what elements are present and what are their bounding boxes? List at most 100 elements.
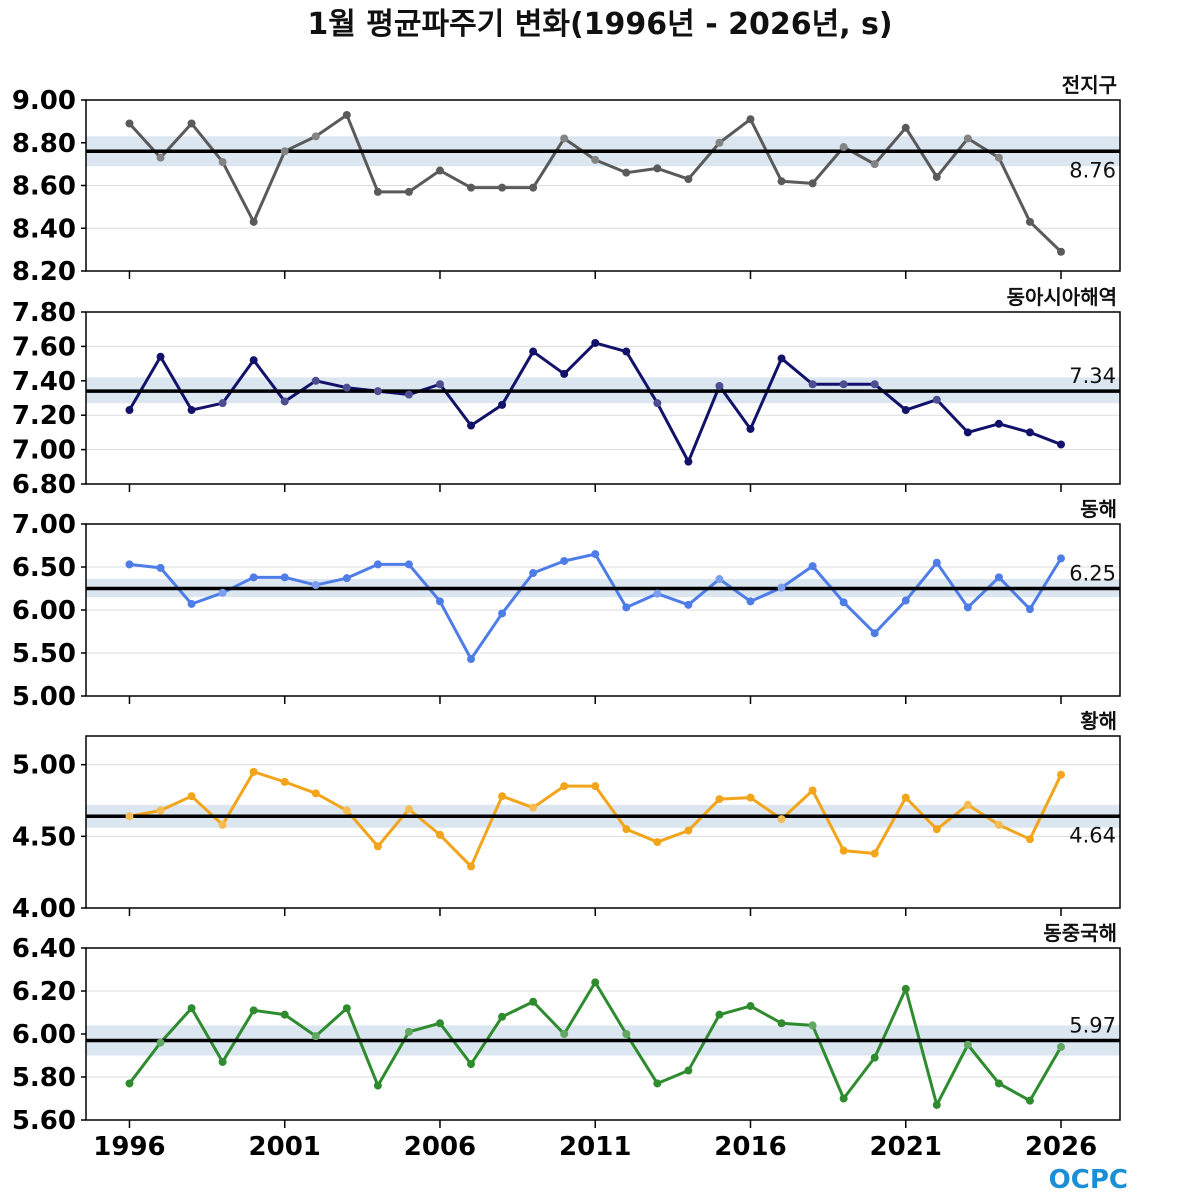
data-point	[777, 815, 786, 824]
y-tick-label: 7.80	[12, 298, 76, 328]
y-tick-label: 8.40	[12, 214, 76, 244]
data-point	[1057, 770, 1066, 779]
data-point	[715, 138, 724, 147]
panel-1: 8.20 8.40 8.60 8.80 9.00 전지구 8.76	[12, 73, 1121, 287]
data-point	[1057, 1042, 1066, 1051]
data-point	[529, 997, 538, 1006]
x-tick-label: 2006	[404, 1132, 476, 1162]
data-point	[994, 419, 1003, 428]
y-tick-label: 6.00	[12, 596, 76, 626]
data-point	[529, 803, 538, 812]
data-point	[777, 583, 786, 592]
data-point	[901, 793, 910, 802]
panel-frame	[85, 311, 1121, 485]
chart-title: 1월 평균파주기 변화(1996년 - 2026년, s)	[307, 7, 892, 42]
data-point	[404, 187, 413, 196]
y-tick-label: 6.50	[12, 553, 76, 583]
data-point	[373, 1081, 382, 1090]
data-point	[622, 1030, 631, 1038]
data-point	[963, 428, 972, 437]
panel-4: 4.00 4.50 5.00 황해 4.64	[12, 709, 1121, 924]
data-point	[560, 782, 569, 791]
data-point	[404, 1027, 413, 1036]
data-point	[870, 380, 879, 389]
data-point	[808, 179, 817, 188]
data-point	[498, 183, 507, 192]
mean-label: 4.64	[1069, 823, 1116, 847]
data-point	[746, 793, 755, 802]
data-point	[1025, 835, 1034, 844]
data-point	[591, 155, 600, 164]
data-point	[311, 789, 320, 798]
data-point	[994, 153, 1003, 162]
mean-label: 8.76	[1069, 158, 1116, 182]
data-point	[746, 1002, 755, 1011]
data-point	[963, 1040, 972, 1049]
data-point	[187, 1004, 196, 1013]
data-point	[435, 830, 444, 839]
data-point	[218, 157, 227, 166]
data-point	[311, 581, 320, 590]
data-point	[342, 1004, 351, 1013]
y-tick-label: 5.00	[12, 682, 76, 712]
data-point	[125, 119, 134, 128]
x-tick-label: 2021	[870, 1132, 942, 1162]
mean-label: 5.97	[1069, 1013, 1116, 1037]
y-tick-label: 7.20	[12, 401, 76, 431]
data-point	[839, 1094, 848, 1103]
data-point	[839, 143, 848, 152]
data-point	[280, 147, 289, 156]
x-tick-label: 2026	[1025, 1132, 1097, 1162]
data-point	[125, 560, 134, 569]
data-point	[311, 132, 320, 141]
data-point	[156, 1038, 165, 1047]
data-point	[187, 406, 196, 415]
data-point	[560, 556, 569, 565]
data-point	[218, 588, 227, 597]
data-point	[653, 164, 662, 173]
x-axis: 1996 2001 2006 2011 2016 2021 2026	[93, 1132, 1097, 1162]
data-point	[715, 381, 724, 390]
data-point	[187, 599, 196, 608]
data-point	[1025, 1096, 1034, 1105]
panel-label: 전지구	[1062, 73, 1117, 97]
data-point	[498, 1012, 507, 1021]
y-tick-label: 7.00	[12, 510, 76, 540]
data-point	[435, 380, 444, 389]
data-point	[715, 795, 724, 804]
data-point	[994, 573, 1003, 582]
data-point	[839, 846, 848, 855]
data-point	[156, 563, 165, 572]
data-point	[591, 338, 600, 347]
data-point	[901, 984, 910, 993]
data-point	[529, 183, 538, 192]
data-point	[373, 187, 382, 196]
data-point	[156, 352, 165, 361]
panel-2: 6.80 7.00 7.20 7.40 7.60 7.80 동아시아해역 7.34	[12, 285, 1121, 500]
data-point	[342, 110, 351, 119]
y-tick-label: 5.80	[12, 1063, 76, 1093]
data-point	[839, 380, 848, 389]
data-point	[342, 806, 351, 815]
data-point	[404, 390, 413, 399]
y-tick-label: 8.60	[12, 172, 76, 202]
data-point	[932, 1100, 941, 1109]
data-point	[435, 1019, 444, 1028]
data-point	[156, 806, 165, 815]
data-point	[249, 767, 258, 776]
panel-5: 5.60 5.80 6.00 6.20 6.40 동중국해 5.97	[12, 921, 1121, 1136]
y-tick-label: 5.60	[12, 1106, 76, 1136]
series-line	[129, 552, 1063, 661]
data-point	[249, 1006, 258, 1015]
data-point	[187, 792, 196, 801]
data-point	[125, 406, 134, 415]
data-point	[591, 978, 600, 987]
panel-3: 5.00 5.50 6.00 6.50 7.00 동해 6.25	[12, 497, 1121, 712]
mean-label: 6.25	[1069, 562, 1116, 586]
data-point	[560, 1030, 569, 1038]
data-point	[715, 1010, 724, 1019]
data-point	[932, 395, 941, 404]
data-point	[156, 153, 165, 162]
data-point	[901, 123, 910, 132]
data-point	[311, 376, 320, 385]
